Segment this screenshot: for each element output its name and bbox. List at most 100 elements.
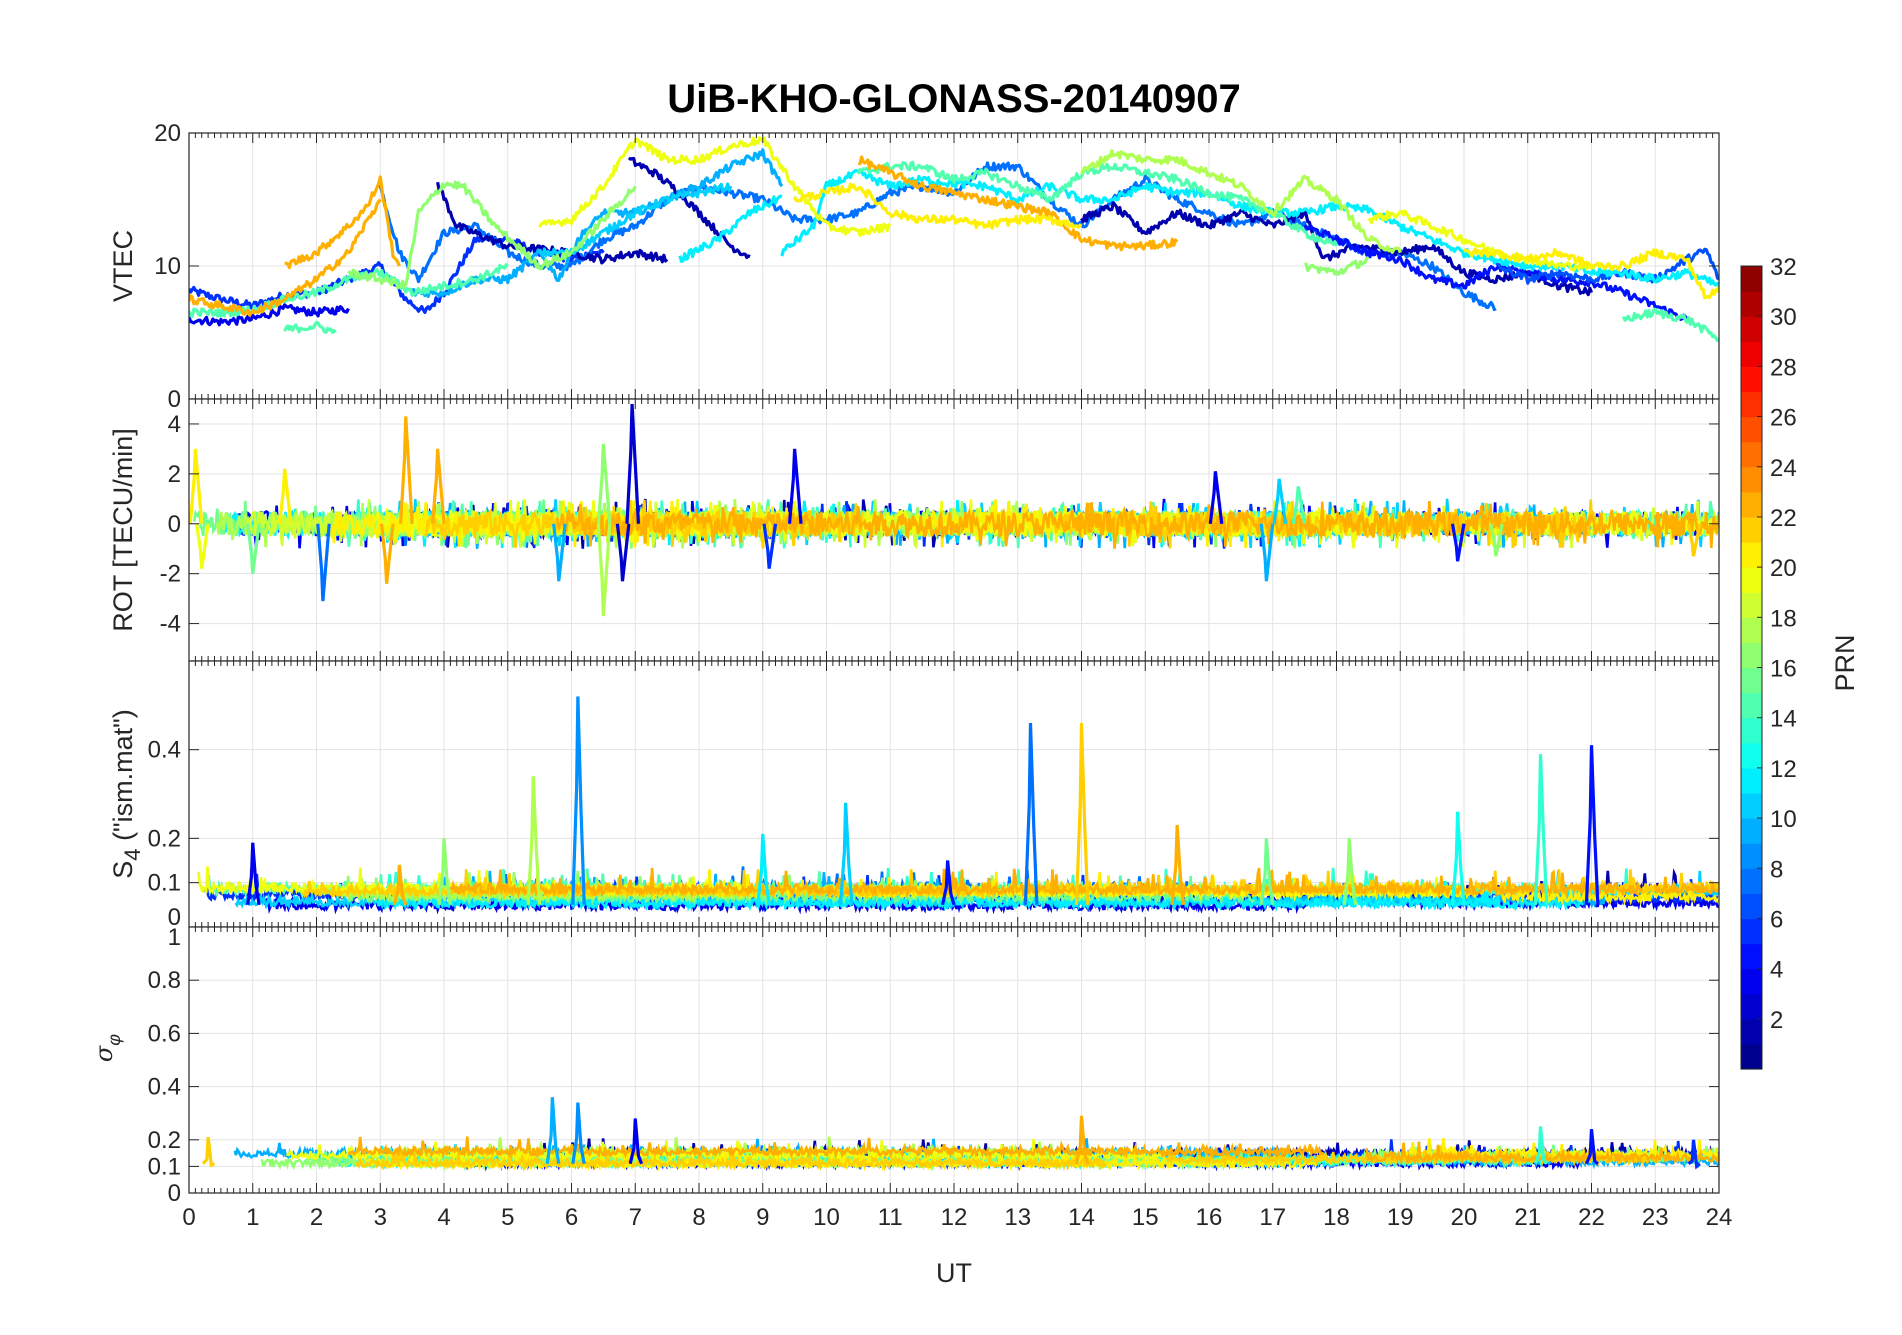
chart-title: UiB-KHO-GLONASS-20140907 [667, 77, 1241, 121]
series-group [197, 696, 1719, 915]
colorbar-swatch-20 [1741, 567, 1762, 593]
colorbar-tick-label: 6 [1770, 906, 1783, 933]
spike-prn-13 [1450, 811, 1466, 905]
x-axis-label: UT [936, 1258, 972, 1288]
series-line-prn-11 [538, 182, 733, 258]
x-tick-label: 0 [182, 1204, 195, 1231]
spike-prn-23 [1074, 1115, 1090, 1165]
spike-prn-9 [571, 1102, 586, 1165]
colorbar-swatch-25 [1741, 441, 1762, 468]
x-tick-label: 24 [1706, 1204, 1733, 1231]
colorbar-tick-label: 20 [1770, 555, 1797, 582]
colorbar-swatch-13 [1741, 742, 1762, 769]
x-tick-label: 16 [1196, 1204, 1223, 1231]
series-line-prn-23 [448, 867, 1643, 900]
series-line-prn-2 [436, 181, 669, 265]
spike-prn-17 [1342, 838, 1358, 906]
x-tick-label: 11 [878, 1204, 903, 1231]
panel-1: 0 10 20 VTEC [108, 120, 1720, 413]
colorbar-swatch-23 [1741, 491, 1762, 518]
series-line-prn-23 [347, 1136, 1325, 1160]
x-tick-label: 13 [1004, 1204, 1031, 1231]
colorbar-tick-label: 12 [1770, 756, 1797, 783]
y-tick-label: 0.8 [148, 967, 181, 994]
spike-prn-21 [189, 448, 204, 524]
y-tick-label: 20 [154, 120, 181, 147]
x-tick-label: 5 [501, 1204, 514, 1231]
x-tick-label: 8 [692, 1204, 705, 1231]
spike-prn-16 [246, 523, 261, 574]
x-tick-label: 1 [246, 1204, 259, 1231]
spike-prn-3 [625, 403, 641, 524]
spike-prn-11 [1272, 478, 1288, 524]
spike-prn-10 [545, 1097, 561, 1165]
series-line-prn-23 [1654, 510, 1719, 548]
series-group [189, 403, 1719, 617]
x-tick-label: 17 [1259, 1204, 1286, 1231]
y-axis-label: ROT [TECU/min] [108, 428, 138, 632]
panel-2: -4 -2 0 2 4 ROT [TECU/min] [108, 398, 1720, 662]
spike-prn-10 [552, 523, 567, 582]
colorbar-tick-label: 30 [1770, 304, 1797, 331]
spike-prn-14 [1533, 1126, 1549, 1165]
colorbar-swatch-24 [1741, 466, 1762, 493]
panel-3: 0 0.1 0.2 0.4S4 ("ism.mat") [108, 660, 1720, 931]
series-line-prn-17 [347, 180, 637, 290]
y-tick-label: 0.1 [148, 1153, 181, 1180]
series-line-prn-12 [780, 168, 1719, 287]
colorbar-tick-label: 18 [1770, 605, 1797, 632]
spike-prn-11 [838, 802, 854, 905]
series-line-prn-2 [627, 156, 751, 259]
x-tick-label: 14 [1068, 1204, 1095, 1231]
x-tick-label: 3 [374, 1204, 387, 1231]
colorbar-tick-label: 26 [1770, 405, 1797, 432]
spike-prn-23 [392, 864, 408, 906]
series-line-prn-20 [1367, 209, 1593, 272]
x-tick-label: 6 [565, 1204, 578, 1231]
colorbar-tick-label: 16 [1770, 656, 1797, 683]
series-line-prn-4 [189, 303, 350, 327]
series-line-prn-23 [857, 155, 1179, 252]
series-line-prn-5 [1303, 224, 1689, 321]
colorbar-swatch-28 [1741, 366, 1762, 393]
x-tick-label: 19 [1387, 1204, 1414, 1231]
spike-prn-5 [940, 860, 956, 906]
spike-prn-20 [195, 523, 210, 569]
y-tick-label: 0 [168, 386, 181, 413]
colorbar-swatch-2 [1741, 1018, 1762, 1045]
colorbar-swatch-9 [1741, 843, 1762, 869]
spike-prn-5 [1584, 745, 1600, 905]
x-tick-label: 22 [1578, 1204, 1605, 1231]
colorbar-swatch-6 [1741, 918, 1762, 945]
colorbar-tick-label: 28 [1770, 354, 1797, 381]
spike-prn-21 [277, 468, 293, 524]
y-tick-label: 0.4 [148, 737, 181, 764]
spike-prn-23 [399, 416, 414, 524]
colorbar-swatch-31 [1741, 291, 1762, 317]
y-tick-label: 0.4 [148, 1074, 181, 1101]
y-tick-label: 1 [168, 924, 181, 951]
colorbar-swatch-8 [1741, 868, 1762, 894]
colorbar-swatch-5 [1741, 943, 1762, 970]
y-tick-label: 0.2 [148, 1127, 181, 1154]
y-tick-label: 2 [168, 461, 181, 488]
spike-prn-6 [1687, 1139, 1701, 1170]
colorbar-swatch-32 [1741, 266, 1762, 292]
series-line-prn-15 [856, 160, 1339, 247]
colorbar-tick-label: 10 [1770, 806, 1797, 833]
colorbar-swatch-1 [1741, 1043, 1762, 1070]
y-tick-label: -4 [160, 611, 181, 638]
spike-prn-9 [571, 696, 586, 905]
colorbar-swatch-26 [1741, 416, 1762, 443]
x-tick-label: 4 [437, 1204, 450, 1231]
spike-prn-4 [246, 842, 261, 906]
x-tick-label: 7 [629, 1204, 642, 1231]
spike-prn-17 [1489, 523, 1504, 557]
spike-prn-5 [1584, 1129, 1599, 1165]
colorbar-tick-label: 14 [1770, 706, 1797, 733]
colorbar-swatch-21 [1741, 542, 1762, 568]
colorbar-swatch-14 [1741, 717, 1762, 744]
spike-prn-15 [1291, 486, 1307, 525]
